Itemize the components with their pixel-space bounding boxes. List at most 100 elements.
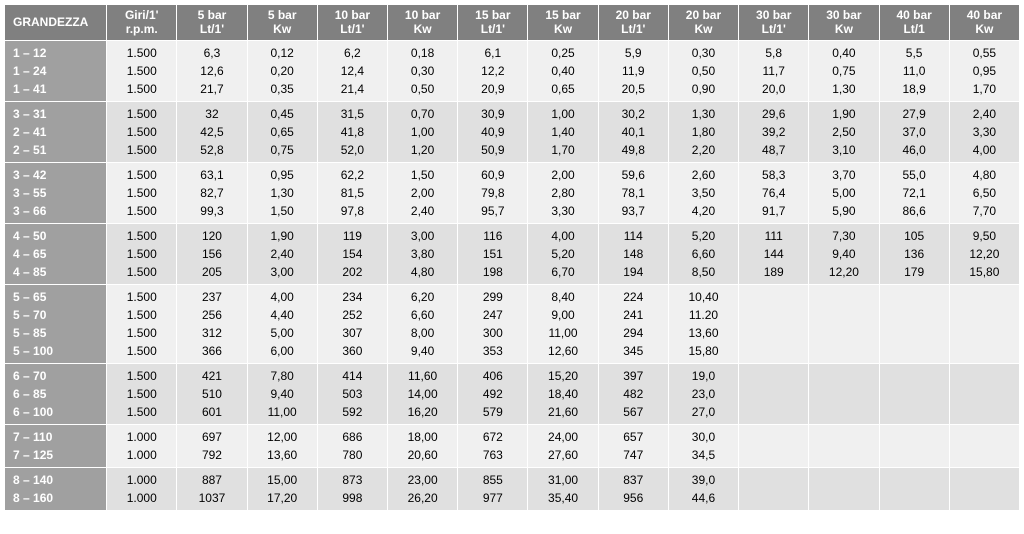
cell: 5,511,018,9	[879, 40, 949, 101]
cell	[809, 467, 879, 510]
cell: 62,281,597,8	[317, 162, 387, 223]
cell: 224241294345	[598, 284, 668, 363]
cell: 1.0001.000	[107, 467, 177, 510]
cell: 697792	[177, 424, 247, 467]
col-header: 10 barLt/1'	[317, 5, 387, 41]
cell: 1,301,802,20	[668, 101, 738, 162]
cell: 29,639,248,7	[739, 101, 809, 162]
cell: 1.5001.5001.500	[107, 223, 177, 284]
cell: 31,0035,40	[528, 467, 598, 510]
cell: 6,312,621,7	[177, 40, 247, 101]
cell: 2,403,304,00	[949, 101, 1019, 162]
cell: 0,300,500,90	[668, 40, 738, 101]
col-header: 5 barKw	[247, 5, 317, 41]
row-label: 7 – 1107 – 125	[5, 424, 107, 467]
cell: 23,0026,20	[388, 467, 458, 510]
cell: 1.5001.5001.500	[107, 40, 177, 101]
col-header-grandezza: GRANDEZZA	[5, 5, 107, 41]
cell: 414503592	[317, 363, 387, 424]
cell: 657747	[598, 424, 668, 467]
cell: 1,502,002,40	[388, 162, 458, 223]
cell: 2,603,504,20	[668, 162, 738, 223]
cell: 119154202	[317, 223, 387, 284]
cell: 63,182,799,3	[177, 162, 247, 223]
cell: 1,902,503,10	[809, 101, 879, 162]
col-header: Giri/1'r.p.m.	[107, 5, 177, 41]
cell: 8,409,0011,0012,60	[528, 284, 598, 363]
col-header: 20 barKw	[668, 5, 738, 41]
row-label: 3 – 312 – 412 – 51	[5, 101, 107, 162]
row-label: 5 – 655 – 705 – 855 – 100	[5, 284, 107, 363]
col-header: 15 barKw	[528, 5, 598, 41]
cell: 0,400,751,30	[809, 40, 879, 101]
cell: 59,678,193,7	[598, 162, 668, 223]
cell: 30,240,149,8	[598, 101, 668, 162]
cell: 1.5001.5001.500	[107, 363, 177, 424]
cell: 0,701,001,20	[388, 101, 458, 162]
cell: 6,212,421,4	[317, 40, 387, 101]
cell: 7,809,4011,00	[247, 363, 317, 424]
cell: 24,0027,60	[528, 424, 598, 467]
cell: 4,806,507,70	[949, 162, 1019, 223]
table-body: 1 – 121 – 241 – 411.5001.5001.5006,312,6…	[5, 40, 1020, 510]
cell: 18,0020,60	[388, 424, 458, 467]
col-header: 10 barKw	[388, 5, 458, 41]
cell: 11,6014,0016,20	[388, 363, 458, 424]
row-label: 6 – 706 – 856 – 100	[5, 363, 107, 424]
cell: 421510601	[177, 363, 247, 424]
cell: 672763	[458, 424, 528, 467]
row-label: 1 – 121 – 241 – 41	[5, 40, 107, 101]
cell: 0,951,301,50	[247, 162, 317, 223]
cell	[949, 363, 1019, 424]
cell	[809, 424, 879, 467]
cell: 5,811,720,0	[739, 40, 809, 101]
cell: 3,003,804,80	[388, 223, 458, 284]
cell: 19,023,027,0	[668, 363, 738, 424]
cell: 3,705,005,90	[809, 162, 879, 223]
cell: 7,309,4012,20	[809, 223, 879, 284]
cell: 4,005,206,70	[528, 223, 598, 284]
cell: 55,072,186,6	[879, 162, 949, 223]
cell: 686780	[317, 424, 387, 467]
cell	[879, 424, 949, 467]
cell	[949, 284, 1019, 363]
cell: 0,450,650,75	[247, 101, 317, 162]
cell: 237256312366	[177, 284, 247, 363]
cell: 299247300353	[458, 284, 528, 363]
cell: 10,4011.2013,6015,80	[668, 284, 738, 363]
col-header: 40 barKw	[949, 5, 1019, 41]
cell: 15,2018,4021,60	[528, 363, 598, 424]
col-header: 30 barLt/1'	[739, 5, 809, 41]
cell: 4,004,405,006,00	[247, 284, 317, 363]
cell: 60,979,895,7	[458, 162, 528, 223]
cell: 116151198	[458, 223, 528, 284]
cell: 234252307360	[317, 284, 387, 363]
cell: 0,250,400,65	[528, 40, 598, 101]
cell: 1.5001.5001.500	[107, 162, 177, 223]
col-header: 5 barLt/1'	[177, 5, 247, 41]
cell	[879, 363, 949, 424]
cell: 5,206,608,50	[668, 223, 738, 284]
cell: 0,550,951,70	[949, 40, 1019, 101]
col-header: 40 barLt/1	[879, 5, 949, 41]
table-header: GRANDEZZAGiri/1'r.p.m.5 barLt/1'5 barKw1…	[5, 5, 1020, 41]
cell	[739, 363, 809, 424]
cell	[809, 284, 879, 363]
cell: 15,0017,20	[247, 467, 317, 510]
cell: 58,376,491,7	[739, 162, 809, 223]
cell: 873998	[317, 467, 387, 510]
cell: 9,5012,2015,80	[949, 223, 1019, 284]
cell: 0,180,300,50	[388, 40, 458, 101]
cell: 837956	[598, 467, 668, 510]
cell: 5,911,920,5	[598, 40, 668, 101]
cell	[949, 424, 1019, 467]
row-label: 4 – 504 – 654 – 85	[5, 223, 107, 284]
cell: 1.5001.5001.500	[107, 101, 177, 162]
cell: 1.0001.000	[107, 424, 177, 467]
cell	[879, 467, 949, 510]
col-header: 20 barLt/1'	[598, 5, 668, 41]
cell: 114148194	[598, 223, 668, 284]
cell: 1,001,401,70	[528, 101, 598, 162]
cell: 120156205	[177, 223, 247, 284]
cell: 31,541,852,0	[317, 101, 387, 162]
